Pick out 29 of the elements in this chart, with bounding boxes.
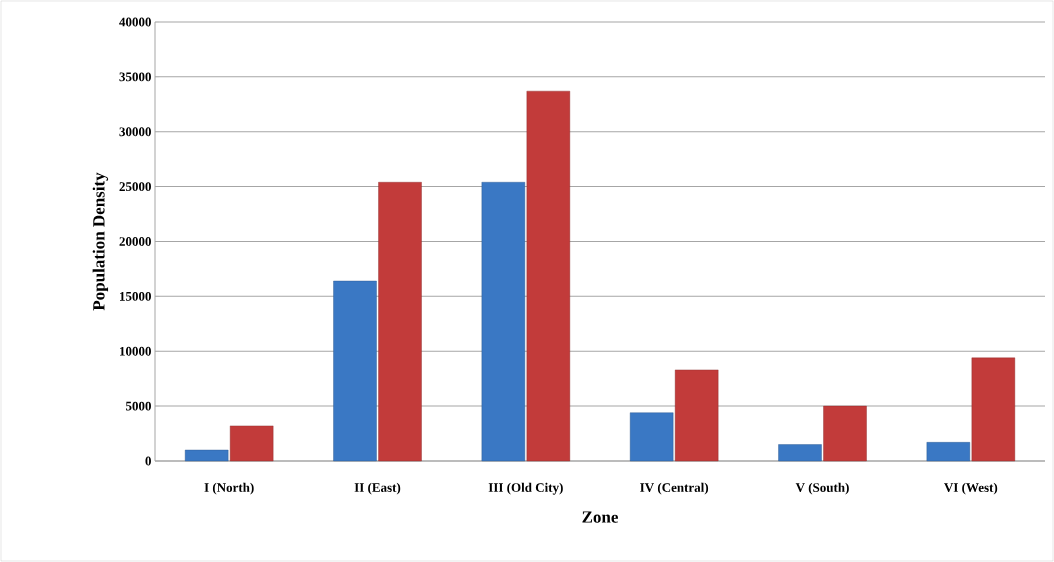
y-tick-label: 20000 bbox=[119, 237, 151, 246]
bar bbox=[229, 425, 274, 462]
y-tick-label: 30000 bbox=[119, 127, 151, 137]
x-axis-title: Zone bbox=[582, 511, 618, 523]
x-tick-label: III (Old City) bbox=[488, 482, 563, 495]
y-axis-title: Population Density bbox=[92, 172, 109, 311]
bar bbox=[629, 412, 674, 462]
y-tick-label: 15000 bbox=[120, 291, 151, 301]
bar bbox=[526, 90, 571, 462]
x-tick-label: I (North) bbox=[204, 482, 254, 495]
bar bbox=[378, 182, 422, 462]
x-tick-label: VI (West) bbox=[944, 482, 998, 495]
bar bbox=[823, 405, 867, 462]
y-tick-label: 25000 bbox=[119, 182, 151, 192]
bar bbox=[926, 442, 971, 462]
x-tick-label: V (South) bbox=[795, 482, 849, 495]
y-tick-label: 5000 bbox=[125, 401, 151, 411]
bar bbox=[481, 182, 526, 462]
bar bbox=[778, 444, 822, 462]
bar bbox=[971, 357, 1016, 462]
y-tick-label: 35000 bbox=[119, 72, 151, 82]
y-tick-label: 0 bbox=[145, 456, 151, 466]
y-tick-label: 40000 bbox=[119, 17, 151, 27]
bar bbox=[674, 369, 719, 462]
bar bbox=[184, 449, 229, 462]
x-tick-label: II (East) bbox=[354, 482, 401, 495]
bar bbox=[333, 280, 377, 462]
x-tick-label: IV (Central) bbox=[640, 482, 709, 495]
y-tick-label: 10000 bbox=[120, 346, 151, 356]
